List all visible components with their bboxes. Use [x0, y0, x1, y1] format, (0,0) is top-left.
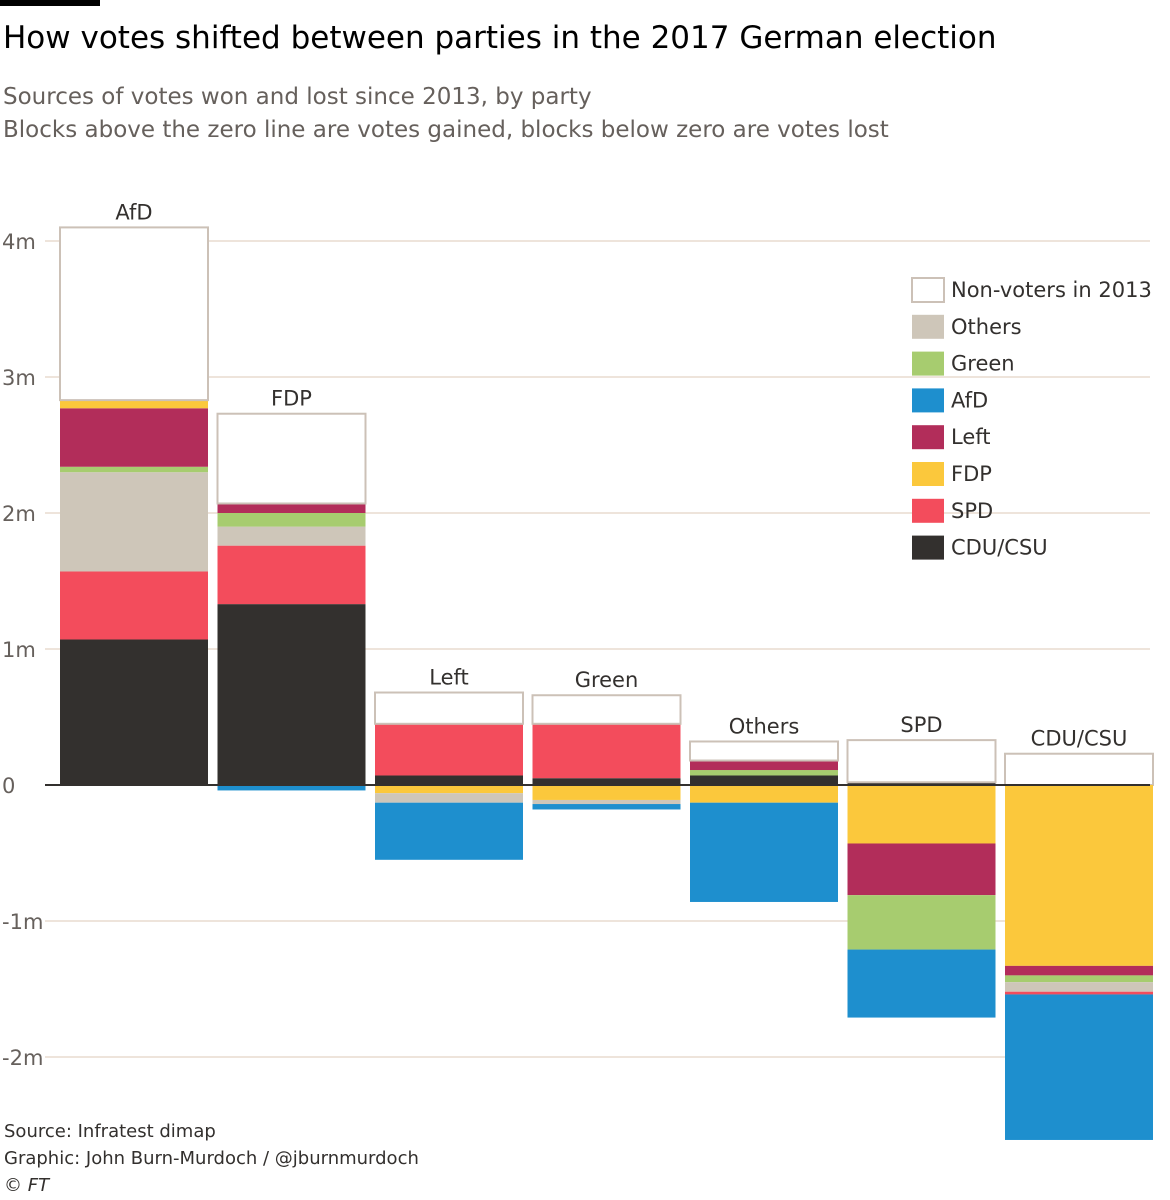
y-tick-label: -1m — [2, 910, 43, 934]
gain-segment-cdu-csu — [532, 778, 681, 785]
loss-segment-afd — [690, 802, 838, 902]
bar-green: Green — [531, 668, 682, 810]
copyright: © FT — [4, 1175, 50, 1196]
legend-swatch-afd — [912, 388, 944, 413]
loss-segment-fdp — [375, 785, 523, 794]
gain-segment-non-voters-in-2013 — [374, 691, 524, 725]
bar-label-fdp: FDP — [271, 387, 312, 411]
legend-label-spd: SPD — [951, 499, 993, 523]
legend-swatch-cdu-csu — [912, 535, 944, 560]
bar-label-afd: AfD — [115, 200, 152, 224]
legend-label-afd: AfD — [951, 388, 988, 412]
gain-segment-cdu-csu — [375, 775, 523, 785]
loss-segment-others — [532, 799, 681, 805]
legend-swatch-fdp — [912, 462, 944, 486]
gain-segment-non-voters-in-2013 — [846, 739, 997, 784]
gain-segment-others — [217, 526, 366, 546]
legend-label-non-voters-in-2013: Non-voters in 2013 — [951, 278, 1152, 302]
legend-label-cdu-csu: CDU/CSU — [951, 536, 1048, 560]
bar-label-others: Others — [729, 714, 800, 738]
top-accent-bar — [0, 0, 100, 6]
gain-segment-cdu-csu — [60, 639, 208, 785]
y-tick-label: 1m — [2, 638, 36, 662]
loss-segment-afd — [1005, 994, 1153, 1140]
loss-segment-others — [1005, 982, 1153, 992]
legend-swatch-spd — [912, 498, 944, 523]
chart-subtitle-note: Blocks above the zero line are votes gai… — [3, 117, 889, 143]
y-tick-label: 3m — [2, 366, 36, 390]
chart-subtitle: Sources of votes won and lost since 2013… — [3, 84, 592, 110]
y-axis: 4m 3m 2m 1m 0 -1m -2m — [2, 230, 43, 1070]
chart-title: How votes shifted between parties in the… — [3, 20, 997, 56]
y-tick-label: 2m — [2, 502, 36, 526]
gain-segment-green — [217, 513, 366, 527]
gain-segment-cdu-csu — [217, 604, 366, 785]
gain-segment-left — [60, 408, 208, 467]
loss-segment-afd — [532, 804, 681, 810]
legend-swatch-green — [912, 351, 944, 376]
gain-segment-green — [690, 770, 838, 776]
gain-segment-non-voters-in-2013 — [689, 740, 839, 762]
y-tick-label: -2m — [2, 1046, 43, 1070]
loss-segment-fdp — [690, 785, 838, 803]
gain-segment-fdp — [60, 400, 208, 409]
loss-segment-others — [375, 793, 523, 803]
gain-segment-left — [690, 760, 838, 771]
gain-segment-spd — [532, 723, 681, 779]
loss-segment-fdp — [1005, 785, 1153, 966]
loss-segment-spd — [1005, 991, 1153, 995]
loss-segment-afd — [847, 949, 996, 1018]
bars: AfD FDP Left Green Others SPD CDU/CSU — [59, 200, 1154, 1140]
loss-segment-green — [847, 895, 996, 950]
gain-segment-non-voters-in-2013 — [1004, 752, 1154, 786]
bar-afd: AfD — [59, 200, 209, 785]
legend-label-others: Others — [951, 315, 1022, 339]
loss-segment-fdp — [847, 785, 996, 844]
graphic-credit: Graphic: John Burn-Murdoch / @jburnmurdo… — [4, 1148, 419, 1169]
gain-segment-spd — [60, 571, 208, 640]
loss-segment-left — [847, 843, 996, 896]
y-tick-label: 0 — [2, 774, 15, 798]
source-note: Source: Infratest dimap — [4, 1121, 216, 1142]
legend: Non-voters in 2013 Others Green AfD Left FDP S… — [911, 277, 1152, 560]
legend-label-green: Green — [951, 352, 1015, 376]
bar-left: Left — [374, 666, 524, 860]
legend-swatch-left — [912, 425, 944, 450]
gain-segment-spd — [217, 545, 366, 605]
bar-label-left: Left — [429, 666, 469, 690]
gain-segment-non-voters-in-2013 — [59, 226, 209, 402]
gain-segment-spd — [375, 723, 523, 776]
loss-segment-left — [1005, 965, 1153, 976]
loss-segment-fdp — [532, 785, 681, 800]
legend-label-left: Left — [951, 425, 991, 449]
bar-spd: SPD — [846, 713, 997, 1018]
gain-segment-cdu-csu — [847, 782, 996, 785]
gain-segment-left — [217, 503, 366, 513]
loss-segment-afd — [217, 785, 366, 791]
legend-swatch-others — [912, 314, 944, 339]
bar-fdp: FDP — [216, 387, 367, 791]
gain-segment-non-voters-in-2013 — [531, 694, 682, 725]
gain-segment-cdu-csu — [690, 775, 838, 785]
bar-cdu-csu: CDU/CSU — [1004, 727, 1154, 1140]
y-tick-label: 4m — [2, 230, 36, 254]
bar-others: Others — [689, 714, 839, 902]
gain-segment-green — [60, 466, 208, 473]
bar-label-spd: SPD — [900, 713, 942, 737]
bar-label-cdu-csu: CDU/CSU — [1031, 727, 1128, 751]
loss-segment-green — [1005, 975, 1153, 983]
bar-label-green: Green — [575, 668, 639, 692]
legend-swatch-non-voters-in-2013 — [911, 277, 945, 303]
gain-segment-others — [60, 472, 208, 572]
loss-segment-afd — [375, 802, 523, 860]
legend-label-fdp: FDP — [951, 462, 992, 486]
gain-segment-non-voters-in-2013 — [216, 412, 367, 505]
